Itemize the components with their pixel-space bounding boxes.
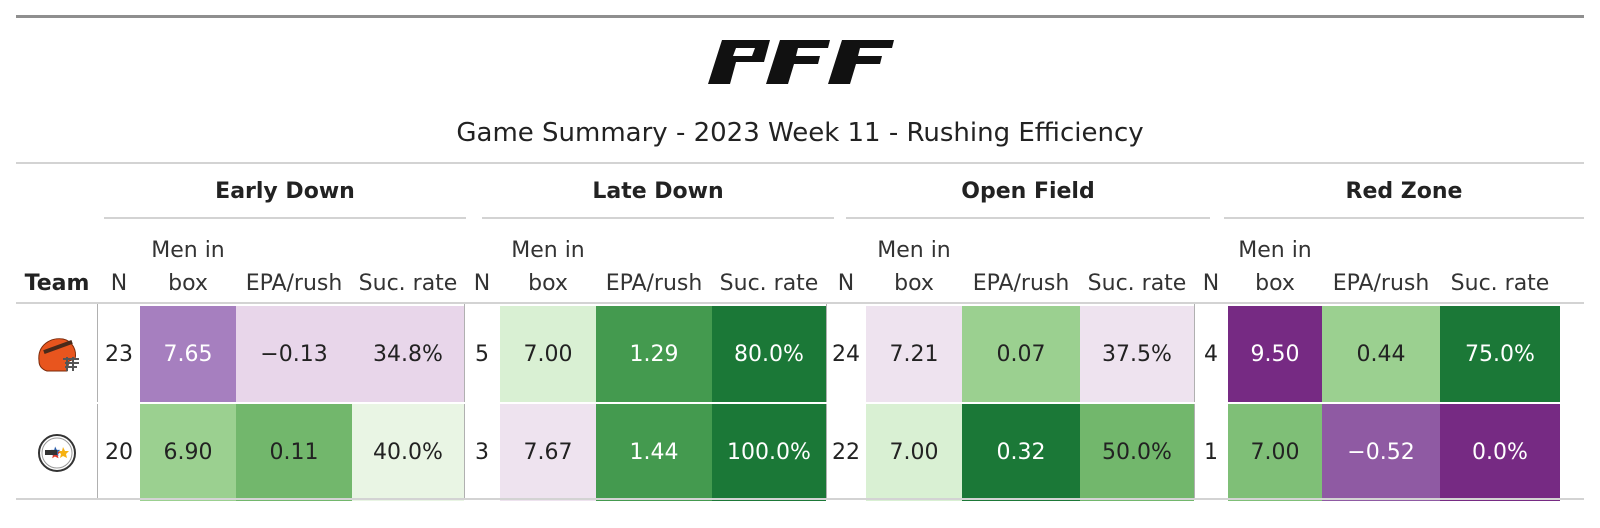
title-divider bbox=[16, 162, 1584, 164]
early-down-n-cell: 20 bbox=[98, 404, 140, 501]
open-field-men-in-box-cell: 7.00 bbox=[866, 404, 962, 501]
open-field-n-header: N bbox=[837, 271, 855, 296]
open-field-success-rate-cell: 50.0% bbox=[1080, 404, 1194, 501]
row-divider bbox=[16, 402, 1584, 404]
early-down-group-rule bbox=[104, 217, 466, 219]
early-down-n-header: N bbox=[110, 271, 128, 296]
open-field-success-rate-cell: 37.5% bbox=[1080, 306, 1194, 403]
red-zone-n-cell: 4 bbox=[1194, 306, 1228, 403]
table-bottom-rule bbox=[16, 498, 1584, 500]
red-zone-n-header: N bbox=[1202, 271, 1220, 296]
red-zone-men-in-box-cell: 7.00 bbox=[1228, 404, 1322, 501]
late-down-men-in-box-cell: 7.00 bbox=[500, 306, 596, 403]
late-down-success-rate-header: Suc. rate bbox=[719, 271, 819, 296]
red-zone-epa-rush-cell: −0.52 bbox=[1322, 404, 1440, 501]
open-field-group-rule bbox=[846, 217, 1210, 219]
open-field-n-cell: 22 bbox=[826, 404, 866, 501]
red-zone-success-rate-cell: 0.0% bbox=[1440, 404, 1560, 501]
team-column-header: Team bbox=[24, 271, 90, 296]
open-field-epa-rush-cell: 0.32 bbox=[962, 404, 1080, 501]
late-down-n-cell: 5 bbox=[464, 306, 500, 403]
late-down-success-rate-cell: 80.0% bbox=[712, 306, 826, 403]
early-down-epa-rush-cell: 0.11 bbox=[236, 404, 352, 501]
early-down-epa-rush-cell: −0.13 bbox=[236, 306, 352, 403]
cleveland-browns-helmet-icon bbox=[33, 331, 81, 379]
pff-logo bbox=[708, 40, 894, 84]
late-down-men-in-box-header: Men in box bbox=[511, 238, 585, 296]
red-zone-success-rate-header: Suc. rate bbox=[1450, 271, 1550, 296]
column-separator bbox=[97, 304, 98, 498]
open-field-group-header: Open Field bbox=[961, 179, 1095, 204]
table-title: Game Summary - 2023 Week 11 - Rushing Ef… bbox=[456, 118, 1144, 148]
early-down-men-in-box-cell: 6.90 bbox=[140, 404, 236, 501]
top-rule bbox=[16, 15, 1584, 18]
red-zone-men-in-box-cell: 9.50 bbox=[1228, 306, 1322, 403]
late-down-n-cell: 3 bbox=[464, 404, 500, 501]
red-zone-n-cell: 1 bbox=[1194, 404, 1228, 501]
open-field-epa-rush-cell: 0.07 bbox=[962, 306, 1080, 403]
early-down-epa-rush-header: EPA/rush bbox=[245, 271, 343, 296]
red-zone-group-rule bbox=[1224, 217, 1584, 219]
late-down-group-header: Late Down bbox=[592, 179, 724, 204]
header-bottom-rule bbox=[16, 302, 1584, 304]
column-separator bbox=[1194, 304, 1195, 498]
column-separator bbox=[826, 304, 827, 498]
open-field-n-cell: 24 bbox=[826, 306, 866, 403]
late-down-epa-rush-cell: 1.29 bbox=[596, 306, 712, 403]
open-field-men-in-box-header: Men in box bbox=[877, 238, 951, 296]
late-down-n-header: N bbox=[473, 271, 491, 296]
late-down-men-in-box-cell: 7.67 bbox=[500, 404, 596, 501]
early-down-success-rate-cell: 40.0% bbox=[352, 404, 464, 501]
early-down-n-cell: 23 bbox=[98, 306, 140, 403]
early-down-success-rate-header: Suc. rate bbox=[358, 271, 458, 296]
late-down-group-rule bbox=[482, 217, 834, 219]
column-separator bbox=[464, 304, 465, 498]
open-field-men-in-box-cell: 7.21 bbox=[866, 306, 962, 403]
open-field-epa-rush-header: EPA/rush bbox=[972, 271, 1070, 296]
late-down-success-rate-cell: 100.0% bbox=[712, 404, 826, 501]
red-zone-epa-rush-cell: 0.44 bbox=[1322, 306, 1440, 403]
early-down-success-rate-cell: 34.8% bbox=[352, 306, 464, 403]
pittsburgh-steelers-helmet-icon bbox=[33, 429, 81, 477]
red-zone-men-in-box-header: Men in box bbox=[1238, 238, 1312, 296]
late-down-epa-rush-header: EPA/rush bbox=[605, 271, 703, 296]
early-down-group-header: Early Down bbox=[215, 179, 355, 204]
red-zone-epa-rush-header: EPA/rush bbox=[1332, 271, 1430, 296]
open-field-success-rate-header: Suc. rate bbox=[1087, 271, 1187, 296]
early-down-men-in-box-header: Men in box bbox=[151, 238, 225, 296]
red-zone-success-rate-cell: 75.0% bbox=[1440, 306, 1560, 403]
red-zone-group-header: Red Zone bbox=[1345, 179, 1463, 204]
late-down-epa-rush-cell: 1.44 bbox=[596, 404, 712, 501]
early-down-men-in-box-cell: 7.65 bbox=[140, 306, 236, 403]
